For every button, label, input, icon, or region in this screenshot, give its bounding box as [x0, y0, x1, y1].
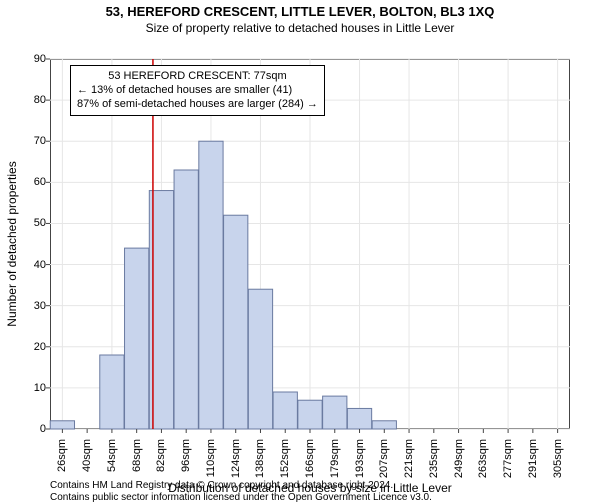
x-tick-label: 138sqm: [254, 439, 266, 478]
chart-subtitle: Size of property relative to detached ho…: [0, 21, 600, 35]
y-tick-label: 20: [34, 341, 46, 353]
x-tick-label: 263sqm: [477, 439, 489, 478]
y-tick-label: 30: [34, 300, 46, 312]
y-tick-label: 10: [34, 382, 46, 394]
x-tick-label: 124sqm: [230, 439, 242, 478]
x-tick-label: 305sqm: [552, 439, 564, 478]
x-tick-label: 96sqm: [180, 439, 192, 472]
x-tick-label: 40sqm: [81, 439, 93, 472]
x-tick-label: 82sqm: [155, 439, 167, 472]
copyright-footer: Contains HM Land Registry data © Crown c…: [50, 480, 432, 504]
y-axis-label: Number of detached properties: [5, 161, 19, 326]
annotation-line: 87% of semi-detached houses are larger (…: [77, 98, 318, 112]
x-tick-label: 277sqm: [502, 439, 514, 478]
x-tick-label: 193sqm: [354, 439, 366, 478]
annotation-line: 53 HEREFORD CRESCENT: 77sqm: [77, 70, 318, 84]
y-tick-label: 70: [34, 135, 46, 147]
annotation-box: 53 HEREFORD CRESCENT: 77sqm← 13% of deta…: [70, 65, 325, 116]
chart-title: 53, HEREFORD CRESCENT, LITTLE LEVER, BOL…: [0, 4, 600, 19]
chart-area: Number of detached properties Distributi…: [50, 59, 570, 429]
x-tick-label: 68sqm: [131, 439, 143, 472]
y-tick-label: 0: [40, 423, 46, 435]
y-tick-label: 80: [34, 94, 46, 106]
x-tick-label: 110sqm: [205, 439, 217, 477]
footer-line: Contains public sector information licen…: [50, 492, 432, 504]
x-tick-label: 291sqm: [527, 439, 539, 478]
y-tick-label: 90: [34, 53, 46, 65]
x-tick-label: 166sqm: [304, 439, 316, 478]
x-tick-label: 221sqm: [403, 439, 415, 478]
x-tick-label: 152sqm: [279, 439, 291, 478]
footer-line: Contains HM Land Registry data © Crown c…: [50, 480, 432, 492]
x-tick-label: 179sqm: [329, 439, 341, 478]
x-tick-label: 235sqm: [428, 439, 440, 478]
x-tick-label: 249sqm: [453, 439, 465, 478]
y-tick-label: 60: [34, 176, 46, 188]
x-tick-label: 207sqm: [378, 439, 390, 478]
x-tick-label: 54sqm: [106, 439, 118, 472]
y-tick-label: 40: [34, 259, 46, 271]
x-tick-label: 26sqm: [56, 439, 68, 472]
annotation-line: ← 13% of detached houses are smaller (41…: [77, 84, 318, 98]
y-tick-label: 50: [34, 217, 46, 229]
